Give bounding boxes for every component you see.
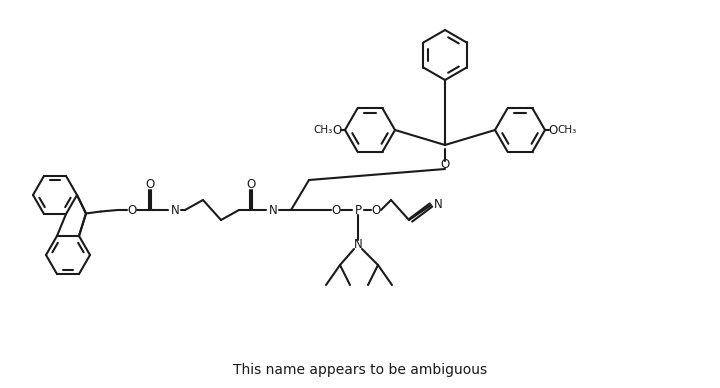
Text: N: N	[354, 239, 362, 251]
Text: O: O	[549, 123, 557, 137]
Text: O: O	[331, 203, 341, 217]
Text: N: N	[269, 203, 277, 217]
Text: CH₃: CH₃	[313, 125, 333, 135]
Text: O: O	[441, 159, 449, 171]
Text: CH₃: CH₃	[557, 125, 577, 135]
Text: O: O	[372, 203, 381, 217]
Text: N: N	[171, 203, 179, 217]
Text: N: N	[433, 199, 442, 211]
Text: P: P	[354, 203, 361, 217]
Text: O: O	[127, 203, 137, 217]
Text: O: O	[145, 178, 155, 192]
Text: O: O	[333, 123, 341, 137]
Text: This name appears to be ambiguous: This name appears to be ambiguous	[233, 363, 487, 377]
Text: O: O	[246, 178, 256, 192]
